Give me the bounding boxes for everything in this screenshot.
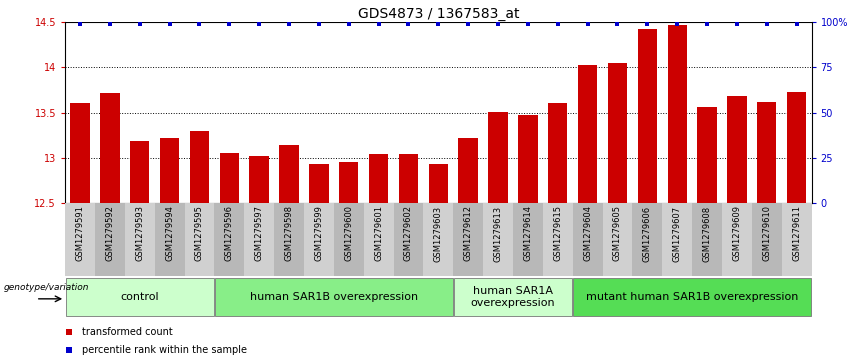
Bar: [458, 138, 478, 203]
Text: GSM1279606: GSM1279606: [643, 205, 652, 262]
Text: GSM1279601: GSM1279601: [374, 205, 383, 261]
Bar: [304, 203, 334, 276]
Bar: [214, 203, 244, 276]
Bar: [483, 203, 513, 276]
Bar: [424, 203, 453, 276]
Bar: [393, 203, 424, 276]
Bar: [244, 203, 274, 276]
Bar: [518, 115, 537, 203]
Bar: [578, 65, 597, 203]
Bar: [66, 278, 214, 315]
Text: genotype/variation: genotype/variation: [3, 283, 89, 292]
Bar: [125, 203, 155, 276]
Text: human SAR1B overexpression: human SAR1B overexpression: [250, 292, 418, 302]
Text: GSM1279600: GSM1279600: [345, 205, 353, 261]
Text: GSM1279604: GSM1279604: [583, 205, 592, 261]
Bar: [727, 96, 746, 203]
Bar: [548, 103, 568, 203]
Bar: [454, 278, 572, 315]
Text: GSM1279597: GSM1279597: [254, 205, 264, 261]
Text: transformed count: transformed count: [82, 327, 173, 337]
Bar: [638, 29, 657, 203]
Text: GSM1279603: GSM1279603: [434, 205, 443, 262]
Bar: [190, 131, 209, 203]
Bar: [608, 62, 628, 203]
Bar: [697, 107, 717, 203]
Bar: [160, 138, 180, 203]
Bar: [692, 203, 722, 276]
Bar: [70, 103, 89, 203]
Text: GSM1279598: GSM1279598: [285, 205, 293, 261]
Bar: [602, 203, 633, 276]
Bar: [662, 203, 692, 276]
Text: GSM1279592: GSM1279592: [105, 205, 115, 261]
Bar: [334, 203, 364, 276]
Text: GSM1279612: GSM1279612: [464, 205, 473, 261]
Text: GSM1279605: GSM1279605: [613, 205, 622, 261]
Text: GSM1279607: GSM1279607: [673, 205, 681, 262]
Bar: [274, 203, 304, 276]
Text: GSM1279596: GSM1279596: [225, 205, 233, 261]
Bar: [369, 154, 388, 203]
Text: GSM1279610: GSM1279610: [762, 205, 772, 261]
Bar: [573, 278, 811, 315]
Bar: [65, 203, 95, 276]
Text: GSM1279609: GSM1279609: [733, 205, 741, 261]
Bar: [573, 203, 602, 276]
Bar: [513, 203, 542, 276]
Bar: [453, 203, 483, 276]
Text: mutant human SAR1B overexpression: mutant human SAR1B overexpression: [586, 292, 799, 302]
Bar: [398, 154, 418, 203]
Bar: [542, 203, 573, 276]
Bar: [787, 91, 806, 203]
Bar: [364, 203, 393, 276]
Bar: [722, 203, 752, 276]
Text: GSM1279593: GSM1279593: [135, 205, 144, 261]
Text: GSM1279613: GSM1279613: [494, 205, 503, 262]
Text: GSM1279591: GSM1279591: [76, 205, 84, 261]
Text: GSM1279611: GSM1279611: [792, 205, 801, 261]
Text: GSM1279599: GSM1279599: [314, 205, 324, 261]
Text: human SAR1A
overexpression: human SAR1A overexpression: [470, 286, 556, 307]
Bar: [339, 162, 358, 203]
Bar: [279, 145, 299, 203]
Bar: [220, 153, 239, 203]
Text: GSM1279594: GSM1279594: [165, 205, 174, 261]
Bar: [489, 112, 508, 203]
Text: GSM1279608: GSM1279608: [702, 205, 712, 262]
Bar: [249, 156, 269, 203]
Text: GSM1279615: GSM1279615: [553, 205, 562, 261]
Bar: [667, 25, 687, 203]
Bar: [215, 278, 453, 315]
Bar: [95, 203, 125, 276]
Bar: [752, 203, 782, 276]
Title: GDS4873 / 1367583_at: GDS4873 / 1367583_at: [358, 7, 519, 21]
Text: GSM1279614: GSM1279614: [523, 205, 532, 261]
Bar: [757, 102, 777, 203]
Text: control: control: [121, 292, 159, 302]
Bar: [130, 141, 149, 203]
Text: GSM1279602: GSM1279602: [404, 205, 413, 261]
Text: GSM1279595: GSM1279595: [195, 205, 204, 261]
Bar: [633, 203, 662, 276]
Bar: [100, 93, 120, 203]
Bar: [155, 203, 185, 276]
Bar: [309, 164, 329, 203]
Bar: [429, 164, 448, 203]
Bar: [782, 203, 812, 276]
Bar: [185, 203, 214, 276]
Text: percentile rank within the sample: percentile rank within the sample: [82, 345, 247, 355]
